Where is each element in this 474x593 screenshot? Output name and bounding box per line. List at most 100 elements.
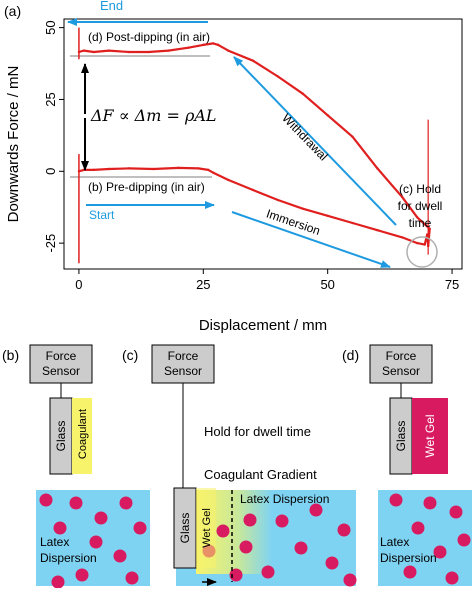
latex-particle — [343, 573, 357, 587]
latex-particle — [309, 503, 323, 517]
y-tick-label: 25 — [43, 92, 58, 106]
latex-label-1: Latex — [40, 535, 69, 549]
data-point — [92, 50, 96, 54]
data-point — [226, 178, 230, 182]
y-axis-label: Downwards Force / mN — [5, 66, 22, 223]
force-trace — [77, 27, 431, 264]
data-point — [92, 168, 96, 172]
latex-particle — [445, 571, 459, 585]
data-point — [416, 241, 419, 245]
glass-label: Glass — [394, 421, 408, 452]
data-point — [127, 50, 130, 54]
force-sensor-label-2: Sensor — [164, 364, 202, 378]
latex-particle — [113, 549, 127, 563]
data-point — [423, 243, 426, 246]
pre-dipping-label: (b) Pre-dipping (in air) — [88, 180, 205, 194]
post-dipping-label: (d) Post-dipping (in air) — [88, 30, 210, 44]
dwell-circle — [406, 236, 438, 268]
latex-label-2: Dispersion — [380, 551, 437, 565]
start-label: Start — [89, 208, 115, 222]
latex-particle — [423, 496, 437, 510]
y-tick-label: -25 — [43, 234, 58, 253]
latex-particle — [51, 575, 65, 589]
data-point — [401, 236, 404, 239]
latex-dispersion-label: Latex Dispersion — [240, 492, 329, 506]
data-point — [226, 49, 230, 52]
wet-gel-label: Wet Gel — [201, 508, 213, 548]
latex-particle — [229, 568, 243, 582]
data-point — [167, 49, 170, 52]
data-point — [276, 75, 280, 78]
latex-particle — [133, 521, 147, 535]
data-point — [177, 166, 180, 170]
force-sensor-label-1: Force — [386, 349, 417, 363]
data-point — [251, 188, 255, 192]
latex-particle — [243, 513, 257, 527]
latex-particle — [94, 511, 108, 525]
y-tick-label: 0 — [43, 168, 58, 175]
latex-particle — [294, 541, 308, 555]
latex-particle — [125, 571, 139, 585]
latex-particle — [457, 533, 471, 547]
latex-particle — [39, 493, 53, 507]
data-point — [187, 46, 190, 49]
immersion-arrow — [231, 211, 391, 268]
latex-particles — [389, 493, 471, 585]
data-point — [276, 198, 280, 202]
latex-label-1: Latex — [380, 535, 409, 549]
data-point — [351, 135, 354, 139]
latex-particle — [325, 556, 339, 570]
plot-frame — [63, 18, 463, 270]
glass-label: Glass — [178, 513, 192, 544]
panel-c: (c) Force Sensor Hold for dwell time Coa… — [122, 344, 357, 587]
latex-particle — [411, 521, 425, 535]
reference-lines — [70, 55, 212, 178]
data-point — [401, 195, 404, 199]
coagulant-layer — [72, 398, 92, 474]
force-sensor-label-1: Force — [168, 349, 199, 363]
data-point — [197, 167, 200, 170]
latex-particle — [261, 565, 275, 579]
data-point — [428, 227, 431, 230]
wet-gel-layer — [196, 488, 216, 568]
panel-a-label: (a) — [4, 3, 21, 19]
panel-c-label: (c) — [122, 347, 138, 363]
force-sensor-label-1: Force — [46, 349, 77, 363]
data-point — [107, 167, 110, 171]
latex-particle — [75, 568, 89, 582]
data-point — [326, 114, 329, 117]
data-point — [301, 207, 304, 210]
axes: 0 25 50 75 -25 0 25 50 — [43, 20, 459, 292]
data-point — [212, 42, 215, 45]
latex-particle — [89, 535, 103, 549]
data-point — [147, 50, 150, 54]
hold-label-2: for dwell — [398, 199, 443, 213]
hold-label-1: (c) Hold — [399, 182, 441, 196]
latex-particle — [69, 496, 83, 510]
series-line-0 — [78, 42, 431, 248]
panel-b-label: (b) — [2, 347, 19, 363]
x-tick-label: 25 — [196, 277, 210, 292]
y-tick-label: 50 — [43, 20, 58, 34]
glass-label: Glass — [54, 421, 68, 452]
wet-gel-label: Wet Gel — [423, 414, 437, 457]
coagulant-label: Coagulant — [77, 409, 89, 459]
data-point — [416, 216, 419, 219]
withdrawal-label: Withdrawal — [279, 111, 330, 163]
latex-particle — [449, 505, 463, 519]
data-point — [301, 92, 304, 95]
panel-d-label: (d) — [342, 347, 359, 363]
data-point — [376, 229, 379, 232]
hold-label-3: time — [409, 216, 432, 230]
latex-particle — [216, 524, 230, 538]
latex-particle — [119, 496, 133, 510]
x-tick-label: 50 — [320, 277, 334, 292]
data-point — [376, 167, 379, 170]
data-point — [207, 168, 210, 172]
formula-label: ΔF ∝ Δm = ρAL — [90, 106, 217, 125]
latex-particles — [39, 493, 147, 589]
force-sensor-label-2: Sensor — [42, 364, 80, 378]
data-point — [127, 167, 130, 170]
end-label: End — [100, 0, 123, 13]
